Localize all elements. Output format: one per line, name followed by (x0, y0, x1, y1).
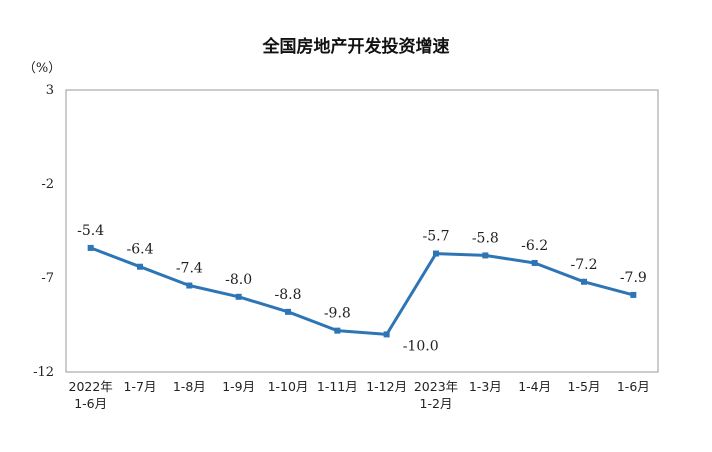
data-point (433, 250, 439, 257)
data-point (235, 293, 242, 300)
y-axis: 3 -2 -7 -12 (33, 83, 54, 380)
data-point (581, 278, 587, 285)
data-label: -7.4 (176, 261, 203, 277)
x-tick-label: 1-10月 (268, 379, 309, 394)
y-axis-unit: （%） (23, 61, 61, 76)
data-point (531, 259, 538, 266)
x-tick-label: 1-7月 (124, 379, 157, 394)
x-tick-label: 2023年 1-2月 (414, 379, 458, 411)
data-label: -6.2 (521, 238, 548, 254)
data-label: -5.4 (77, 223, 104, 239)
data-point (285, 308, 291, 315)
x-tick-label: 1-12月 (366, 379, 407, 394)
series-line (89, 246, 635, 336)
x-tick-label: 1-5月 (568, 379, 601, 394)
plot-frame (65, 89, 659, 373)
data-point (186, 282, 193, 289)
data-label: -9.8 (324, 306, 351, 322)
x-tick-label: 2022年 1-6月 (69, 379, 113, 411)
y-tick-label: 3 (46, 83, 54, 98)
y-tick-label: -12 (33, 365, 54, 380)
y-tick-label: -2 (41, 177, 54, 192)
data-label: -8.0 (225, 272, 252, 288)
chart-title: 全国房地产开发投资增速 (262, 36, 450, 57)
data-labels: -5.4 -6.4 -7.4 -8.0 -8.8 -9.8 -10.0 -5.7 -5.8 -6.… (77, 223, 647, 354)
data-label: -5.7 (423, 229, 450, 245)
data-label: -5.8 (472, 230, 499, 246)
x-tick-label: 1-4月 (518, 379, 551, 394)
x-tick-label: 1-6月 (617, 379, 650, 394)
data-point (87, 244, 94, 251)
data-point (383, 331, 390, 338)
data-label: -7.2 (571, 257, 598, 273)
x-tick-label: 1-3月 (469, 379, 502, 394)
data-label: -6.4 (127, 242, 154, 258)
x-tick-label: 1-11月 (317, 379, 358, 394)
data-markers (87, 244, 637, 338)
data-label: -8.8 (275, 287, 302, 303)
data-point (334, 327, 341, 334)
data-point (630, 291, 637, 298)
x-tick-label: 1-9月 (222, 379, 255, 394)
x-axis: 2022年 1-6月 1-7月 1-8月 1-9月 1-10月 1-11月 1-12月 2023… (69, 379, 650, 411)
data-label: -7.9 (620, 270, 647, 286)
data-point (482, 252, 489, 259)
data-point (137, 263, 143, 270)
x-tick-label: 1-8月 (173, 379, 206, 394)
data-label: -10.0 (403, 338, 439, 354)
y-tick-label: -7 (41, 271, 54, 286)
